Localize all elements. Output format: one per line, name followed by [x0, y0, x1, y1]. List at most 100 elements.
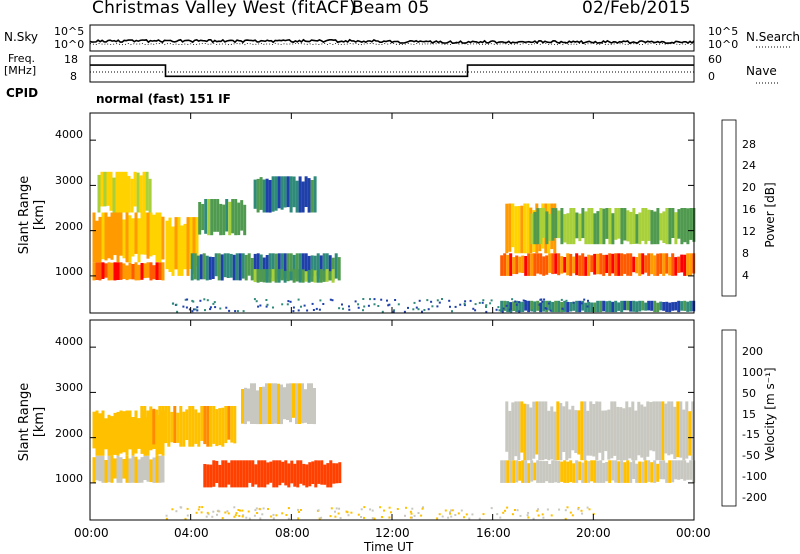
power-cell	[223, 253, 227, 278]
power-cell	[265, 255, 269, 281]
velocity-cell	[598, 401, 602, 453]
power-cell	[289, 253, 293, 281]
power-cell	[145, 171, 149, 211]
velocity-cell	[200, 406, 204, 441]
velocity-cell	[515, 460, 519, 483]
velocity-speckle	[287, 517, 290, 520]
power-cell	[623, 208, 627, 241]
power-cell	[686, 208, 690, 245]
power-speckle	[474, 303, 477, 306]
power-cell	[229, 253, 233, 278]
power-cell	[530, 253, 534, 276]
power-cell	[596, 300, 600, 313]
vel-cb-tick-m15: -15	[742, 428, 760, 441]
noise-tick-low-right: 10^0	[708, 38, 739, 51]
power-speckle	[560, 298, 563, 301]
power-speckle	[505, 304, 508, 307]
power-cell	[665, 253, 669, 274]
power-speckle	[348, 308, 351, 311]
power-speckle	[185, 306, 188, 309]
power-cell	[587, 254, 591, 276]
power-cell	[560, 256, 564, 274]
power-speckle	[580, 302, 583, 305]
power-cell	[158, 212, 162, 263]
velocity-cell	[616, 406, 620, 461]
power-speckle	[292, 306, 295, 309]
power-cell	[581, 253, 585, 276]
power-cell	[190, 253, 194, 281]
velocity-cell	[665, 462, 669, 483]
velocity-cell	[271, 383, 274, 424]
velocity-cell	[650, 462, 654, 483]
power-speckle	[539, 298, 542, 301]
power-speckle	[175, 303, 178, 306]
x-axis-label: Time UT	[364, 540, 414, 554]
power-cell	[599, 300, 603, 313]
velocity-cell	[203, 406, 207, 445]
power-cell	[680, 208, 684, 245]
velocity-cell	[679, 401, 683, 458]
power-speckle	[184, 298, 187, 301]
power-speckle	[563, 306, 566, 309]
power-cb-tick-4: 4	[742, 269, 749, 282]
velocity-cell	[587, 461, 591, 483]
power-speckle	[331, 299, 334, 302]
power-cell	[512, 301, 516, 311]
velocity-cell	[530, 460, 534, 482]
velocity-cell	[685, 401, 689, 459]
velocity-speckle	[468, 517, 471, 520]
power-cell	[277, 176, 281, 209]
power-speckle	[482, 299, 485, 302]
power-cell	[686, 301, 690, 312]
power-cell	[596, 211, 600, 245]
power-cell	[307, 178, 311, 213]
power-cell	[632, 256, 636, 273]
velocity-speckle	[566, 506, 569, 509]
power-cell	[286, 253, 290, 279]
power-cell	[202, 253, 206, 280]
power-speckle	[448, 299, 451, 302]
power-cell	[101, 212, 105, 260]
velocity-speckle	[255, 507, 258, 510]
power-speckle	[392, 310, 395, 313]
velocity-speckle	[496, 513, 499, 516]
power-cell	[653, 300, 657, 313]
velocity-cell	[568, 409, 572, 459]
power-cell	[674, 257, 678, 276]
power-cell	[238, 253, 242, 281]
power-speckle	[234, 310, 237, 313]
velocity-speckle	[275, 514, 278, 517]
power-cell	[584, 211, 588, 245]
power-speckle	[214, 306, 217, 309]
velocity-speckle	[357, 513, 360, 516]
velocity-cell	[526, 404, 530, 461]
velocity-speckle	[254, 509, 257, 512]
power-cell	[92, 212, 96, 263]
power-cell	[689, 253, 693, 276]
power-cell	[632, 208, 636, 244]
power-speckle	[312, 309, 315, 311]
power-cell	[614, 208, 618, 240]
velocity-cell	[101, 410, 105, 456]
velocity-cell	[209, 464, 213, 488]
velocity-cell	[302, 463, 306, 486]
velocity-cell	[143, 406, 147, 445]
power-speckle	[397, 303, 400, 306]
power-cell	[674, 301, 678, 311]
velocity-cell	[161, 406, 165, 447]
power-cell	[110, 212, 114, 260]
velocity-cell	[95, 410, 99, 456]
power-cell	[596, 253, 600, 275]
power-speckle	[357, 303, 360, 306]
power-cell	[112, 177, 116, 213]
velocity-cell	[311, 461, 315, 484]
velocity-cell	[125, 455, 129, 483]
velocity-speckle	[405, 506, 407, 509]
power-cell	[587, 208, 591, 245]
velocity-cell	[296, 460, 300, 488]
velocity-cell	[643, 406, 647, 461]
velocity-colorbar	[721, 329, 737, 507]
velocity-cell	[128, 458, 132, 483]
frequency-line	[90, 64, 694, 78]
velocity-speckle	[287, 507, 290, 510]
